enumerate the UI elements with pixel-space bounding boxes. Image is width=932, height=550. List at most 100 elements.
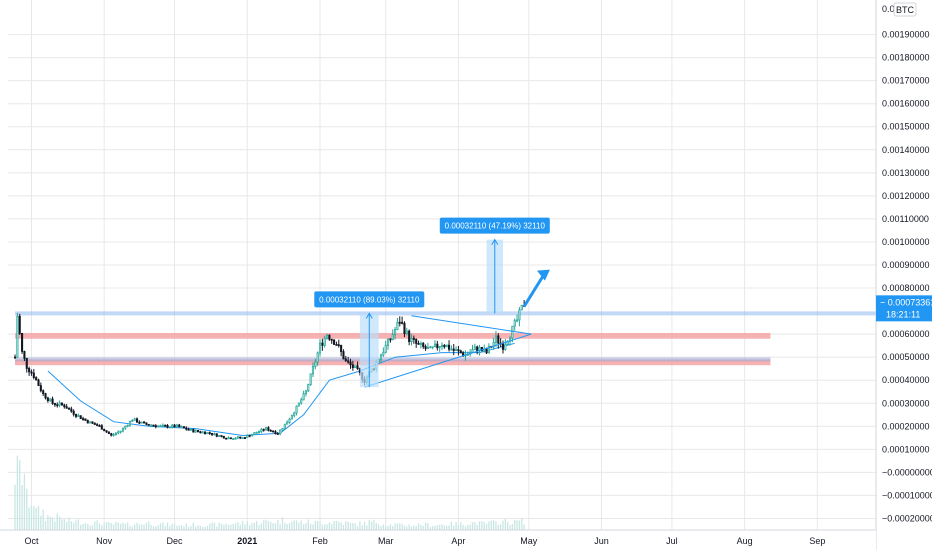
candle-body [302,393,305,401]
price-tick-label: 0.00010000 [882,444,930,454]
volume-bar [61,519,63,530]
volume-bar [272,523,274,530]
candle [290,414,293,420]
candle-body [269,429,272,432]
candle [63,403,66,409]
candle [222,435,225,439]
volume-bars [14,455,525,530]
candle-body [51,398,54,404]
candle [424,344,427,351]
candle [171,423,174,429]
pink-zone[interactable] [15,359,771,366]
horizontal-line[interactable] [15,357,771,362]
volume-bar [462,524,464,530]
price-tick-label: 0.00060000 [882,329,930,339]
currency-badge[interactable]: BTC [896,5,915,15]
candle-body [487,345,490,354]
price-tick-label: −0.00020000 [882,513,932,523]
candle-body [18,315,21,334]
candle [182,426,185,429]
volume-bar [70,521,72,530]
volume-bar [251,523,253,530]
candle [16,312,19,358]
time-tick-label: Aug [737,536,753,546]
volume-bar [328,522,331,530]
currency-badge-bg[interactable] [893,2,917,17]
candle [471,344,474,353]
time-axis[interactable]: Oct Nov Dec 2021 Feb Mar Apr May Jun Jul Aug Sep [0,529,876,550]
volume-bar [239,524,241,530]
candle-body [194,430,197,433]
candle-body [117,431,120,434]
candle [450,345,453,351]
candle [307,383,310,393]
candle [323,335,326,348]
candle-body [112,434,115,436]
candle [281,428,284,432]
measure-tool[interactable]: 0.00032110 (47.19%) 32110 [439,217,550,314]
volume-bar [333,520,335,530]
volume-bar [33,506,35,530]
price-tick-label: 0.00080000 [882,283,930,293]
candle [379,353,383,363]
trendline[interactable] [364,333,532,388]
price-axis[interactable]: 0.00190000 0.00180000 0.00170000 0.00160000… [875,0,932,550]
volume-bar [14,484,16,530]
candle [185,426,188,431]
volume-bar [352,523,354,530]
measure-tool[interactable]: 0.00032110 (89.03%) 32110 [314,291,425,388]
candle [340,344,343,357]
volume-bar [117,522,119,530]
candle-body [157,425,160,428]
candle [218,434,221,437]
candle [32,369,35,380]
volume-bar [429,527,431,530]
candle-body [429,346,432,349]
candle-body [145,422,148,425]
candle [42,389,45,397]
projection-arrow[interactable] [522,269,550,308]
volume-bar [277,520,279,530]
time-tick-label: Jul [666,536,678,546]
candle-body [63,404,66,408]
candle [150,424,153,427]
volume-bar [380,526,382,530]
arrow-head[interactable] [536,269,550,281]
candle [487,343,490,354]
candle-body [501,343,505,350]
volume-bar [469,524,471,530]
candle-body [128,420,132,426]
horizontal-line[interactable] [15,311,876,316]
volume-bar [361,525,363,530]
volume-bar [82,523,84,530]
candle-body [403,322,406,334]
time-tick-label: 2021 [237,536,257,546]
time-tick-label: Oct [24,536,39,546]
horizontal-lines[interactable] [15,311,876,362]
candle-body [35,377,38,381]
measure-tools[interactable]: 0.00032110 (89.03%) 32110 0.00032110 (47.… [314,217,550,388]
candle-body [126,424,129,427]
volume-bar [293,520,295,530]
volume-bar [392,525,394,530]
candle [318,339,322,357]
candle [410,334,413,346]
volume-bar [514,519,516,530]
candle-body [253,432,256,435]
price-axis-bg [876,0,932,550]
candle [417,340,420,345]
candle-body [257,431,261,433]
trendline[interactable] [411,315,532,335]
candle [239,436,242,440]
volume-bar [497,524,499,530]
volume-bar [105,522,108,530]
candle-body [82,418,85,421]
candle-body [150,424,153,427]
candle [422,342,425,349]
candle [204,431,207,435]
triangle-pattern[interactable] [364,315,532,388]
volume-bar [23,473,26,530]
candle [23,350,26,361]
arrow-shaft[interactable] [522,273,546,308]
